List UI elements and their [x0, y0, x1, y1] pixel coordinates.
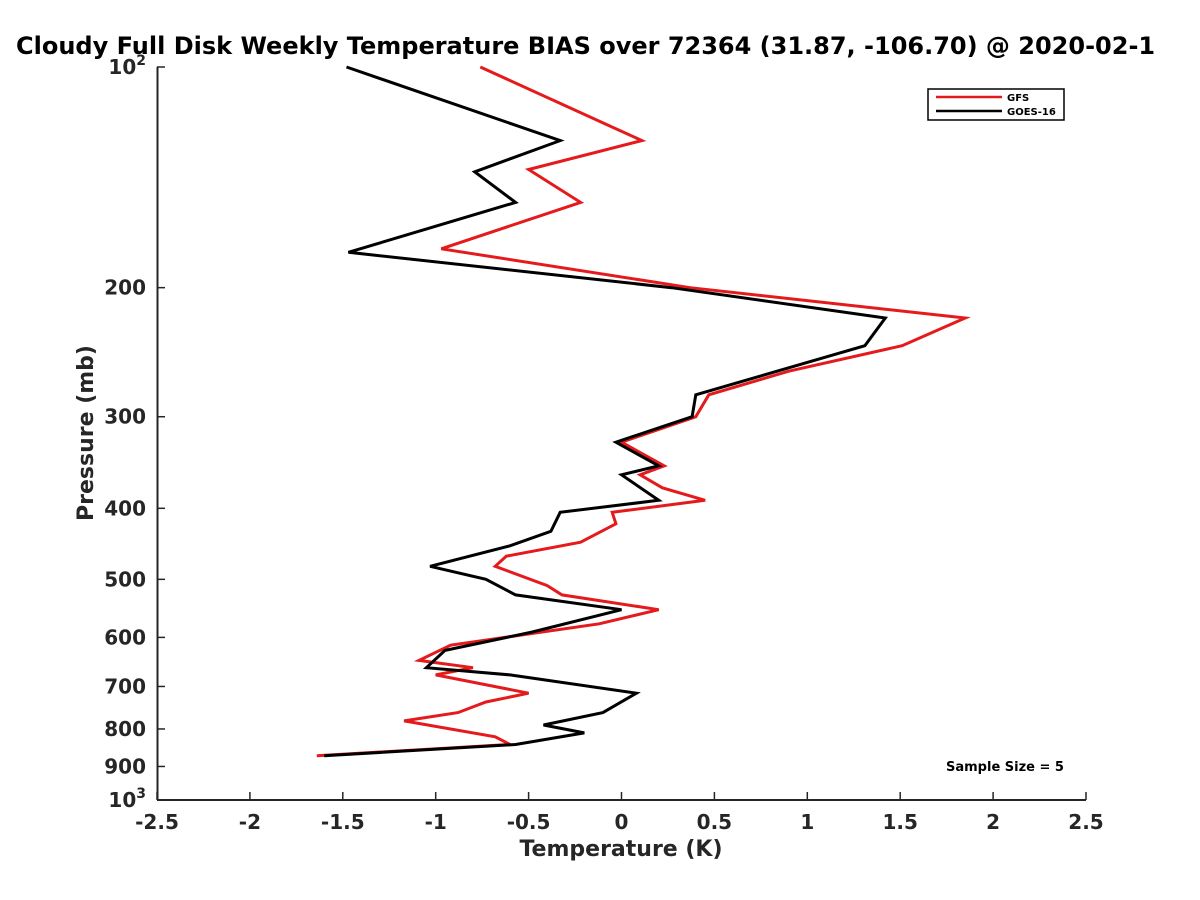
- y-tick-label: 600: [104, 625, 146, 649]
- x-tick-label: -2.5: [135, 810, 179, 834]
- chart-title: Cloudy Full Disk Weekly Temperature BIAS…: [16, 32, 1155, 60]
- x-tick-label: 1: [800, 810, 814, 834]
- legend-box: [927, 88, 1065, 121]
- legend-entry-label: GOES-16: [1007, 107, 1056, 118]
- x-tick-label: 1.5: [882, 810, 917, 834]
- y-tick-label: 103: [108, 786, 146, 812]
- x-tick-label: 0: [615, 810, 629, 834]
- y-axis-label: Pressure (mb): [74, 345, 99, 521]
- x-tick-label: -1.5: [321, 810, 365, 834]
- x-tick-label: 2.5: [1068, 810, 1103, 834]
- y-axis-ticks: 102 200 300 400 500 600 700 800 900 103: [104, 53, 165, 812]
- legend-entry-label: GFS: [1007, 93, 1029, 104]
- x-axis-label: Temperature (K): [519, 837, 722, 862]
- y-tick-label: 400: [104, 496, 146, 520]
- y-tick-label: 500: [104, 567, 146, 591]
- y-tick-label: 700: [104, 674, 146, 698]
- y-tick-label: 102: [108, 53, 146, 79]
- y-tick-label: 300: [104, 405, 146, 429]
- series-line-goes-16: [324, 65, 888, 758]
- x-axis-ticks: -2.5 -2 -1.5 -1 -0.5 0 0.5 1 1.5 2 2.5: [135, 792, 1104, 834]
- x-tick-label: 0.5: [697, 810, 732, 834]
- legend: GFS GOES-16: [927, 88, 1065, 121]
- sample-size-annotation: Sample Size = 5: [946, 760, 1064, 775]
- x-tick-label: 2: [986, 810, 1000, 834]
- y-tick-label: 800: [104, 717, 146, 741]
- y-tick-label: 900: [104, 754, 146, 778]
- series-layer: [316, 65, 971, 758]
- x-tick-label: -0.5: [507, 810, 551, 834]
- x-tick-label: -2: [239, 810, 261, 834]
- y-tick-label: 200: [104, 276, 146, 300]
- series-line-gfs: [316, 65, 971, 758]
- x-tick-label: -1: [425, 810, 447, 834]
